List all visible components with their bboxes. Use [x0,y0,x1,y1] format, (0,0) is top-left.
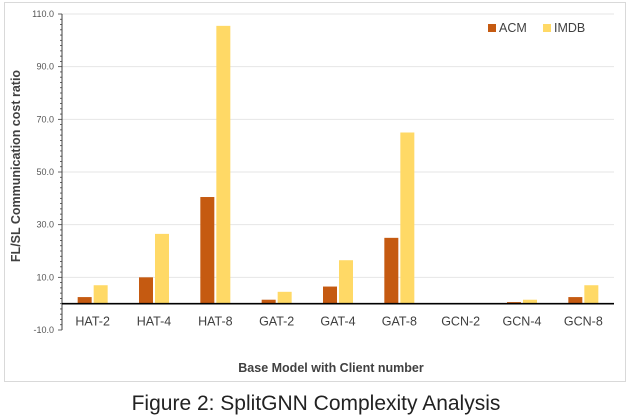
bar-imdb [216,25,231,304]
y-tick-label: 70.0 [36,114,54,124]
y-tick-label: -10.0 [33,325,54,335]
bar-imdb [400,132,415,304]
legend-swatch-imdb [543,24,551,32]
x-axis: HAT-2 HAT-4 HAT-8 GAT-2 GAT-4 GAT-8 GCN-2 GCN-4… [62,302,614,329]
chart-frame [4,2,626,382]
bar-acm [568,297,583,304]
y-tick-label: 110.0 [32,9,54,19]
bar-imdb [93,285,108,304]
legend-swatch-acm [488,24,496,32]
y-tick-label: 50.0 [36,167,54,177]
x-tick-label: GAT-2 [259,315,294,329]
bar-imdb [155,233,169,304]
bar-acm [261,299,276,304]
y-tick-label: 90.0 [36,62,54,72]
figure-caption: Figure 2: SplitGNN Complexity Analysis [131,392,501,415]
x-tick-label: GAT-8 [382,315,417,329]
y-tick-label: 30.0 [36,220,54,230]
bar-imdb [523,299,537,304]
bar-acm [77,297,92,304]
x-tick-label: GCN-2 [441,315,480,329]
x-tick-label: GAT-4 [320,315,355,329]
bar-acm [139,277,153,304]
y-axis: -10.0 10.0 30.0 50.0 70.0 90.0 110.0 [32,9,63,335]
x-tick-label: HAT-2 [75,315,110,329]
legend-label-acm: ACM [499,21,527,35]
legend: ACM IMDB [488,21,585,35]
gridlines [62,13,614,278]
y-tick-label: 10.0 [36,272,54,282]
bar-acm [384,237,399,304]
bar-imdb [339,260,353,304]
x-tick-label: HAT-4 [137,315,172,329]
x-tick-label: GCN-8 [564,315,603,329]
bars [77,25,599,304]
x-tick-label: GCN-4 [503,315,542,329]
x-tick-label: HAT-8 [198,315,233,329]
x-axis-title: Base Model with Client number [238,361,424,375]
bar-acm [323,286,337,304]
bar-imdb [584,285,599,304]
bar-imdb [277,291,292,304]
legend-label-imdb: IMDB [554,21,585,35]
y-axis-title: FL/SL Communication cost ratio [9,70,23,263]
bar-acm [200,197,215,304]
